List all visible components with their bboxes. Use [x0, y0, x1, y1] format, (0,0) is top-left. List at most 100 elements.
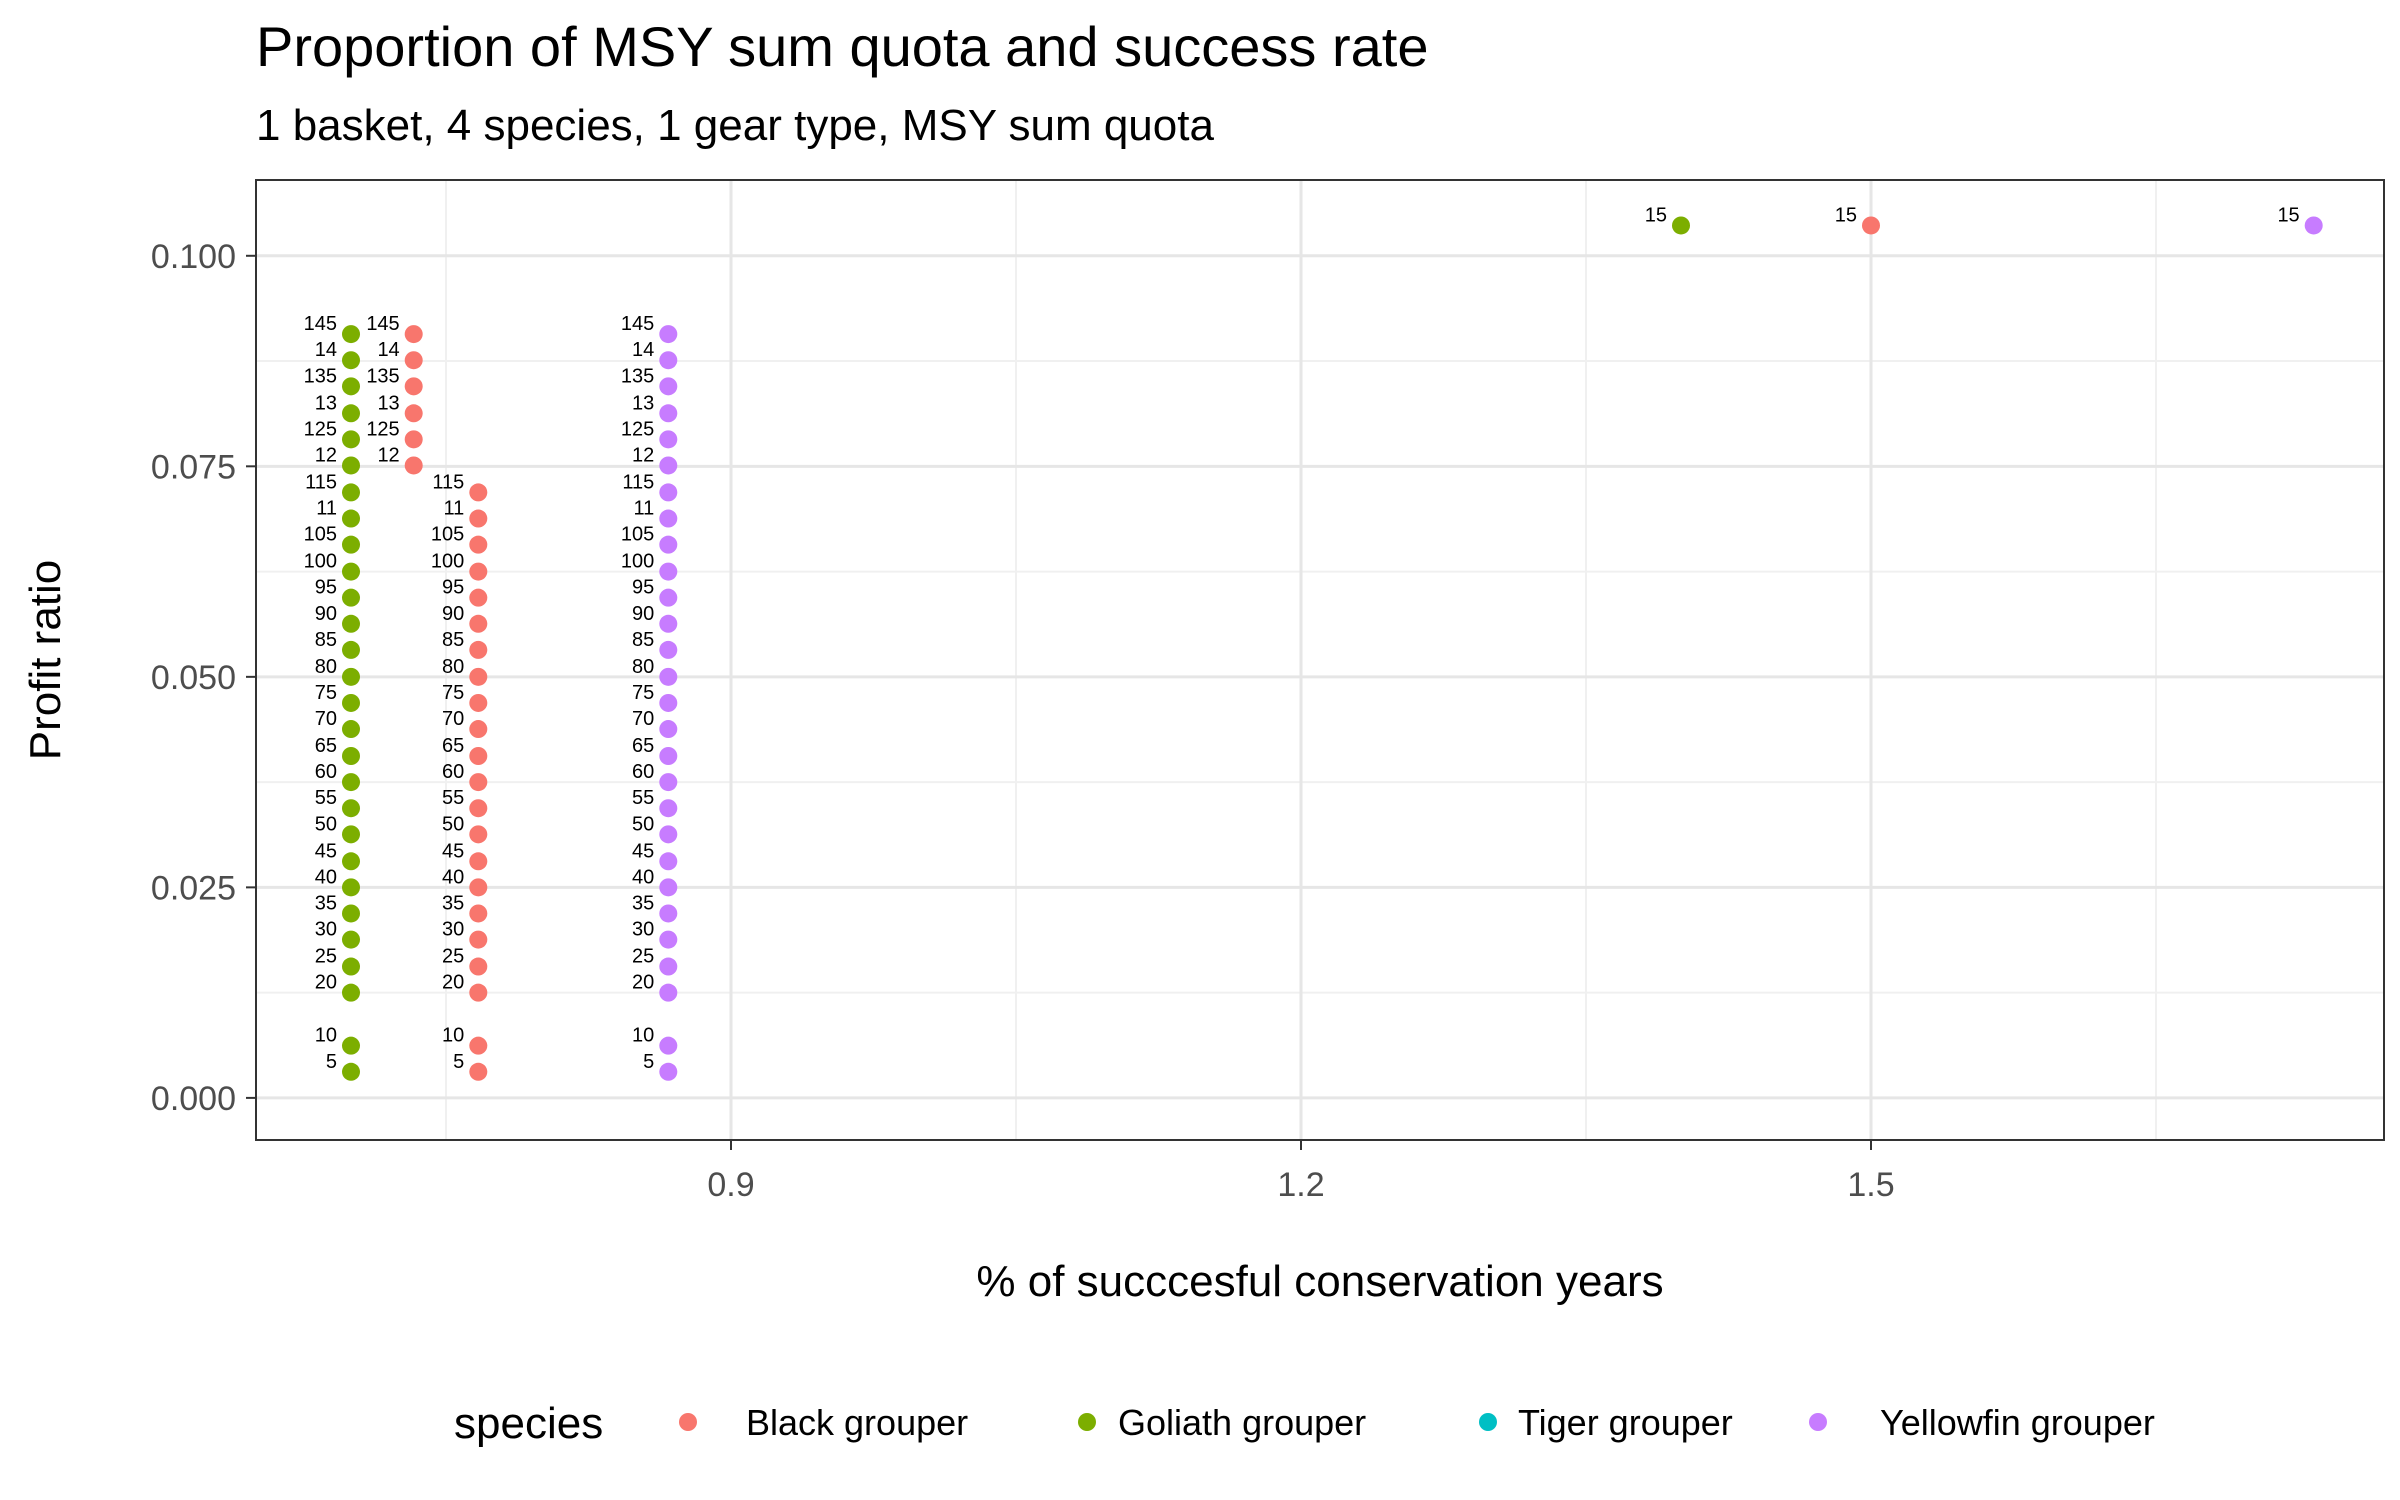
chart-subtitle: 1 basket, 4 species, 1 gear type, MSY su…	[256, 101, 1214, 150]
data-label: 80	[442, 656, 464, 678]
data-point	[342, 430, 360, 449]
plot-panel	[255, 179, 2385, 1141]
data-label: 50	[315, 813, 337, 835]
data-label: 60	[632, 761, 654, 783]
data-point	[469, 878, 488, 897]
data-label: 95	[315, 577, 337, 599]
data-point	[342, 720, 360, 739]
data-label: 13	[377, 392, 399, 414]
data-label: 70	[442, 708, 464, 730]
data-label: 75	[315, 682, 337, 704]
y-tick-label: 0.075	[151, 448, 236, 486]
data-label: 135	[621, 365, 654, 387]
data-label: 105	[621, 524, 654, 546]
legend-label: Yellowfin grouper	[1880, 1402, 2155, 1443]
x-tick-label: 0.9	[707, 1166, 754, 1204]
data-point	[659, 773, 678, 792]
data-point	[659, 377, 678, 396]
data-point	[404, 377, 423, 396]
data-point	[404, 325, 423, 344]
data-label: 145	[621, 313, 654, 335]
data-point	[404, 430, 423, 449]
data-label: 55	[632, 787, 654, 809]
data-point	[404, 456, 423, 475]
data-label: 115	[305, 471, 337, 493]
legend-label: Black grouper	[746, 1402, 968, 1443]
data-label: 60	[442, 761, 464, 783]
data-label: 35	[442, 892, 464, 914]
data-label: 5	[643, 1051, 654, 1073]
data-point	[342, 1062, 360, 1081]
data-label: 12	[632, 444, 654, 466]
data-label: 11	[634, 498, 655, 520]
data-point	[342, 773, 360, 792]
data-point	[659, 720, 678, 739]
data-point	[342, 483, 360, 502]
legend-key	[679, 1413, 697, 1431]
data-point	[342, 878, 360, 897]
data-point	[342, 588, 360, 607]
data-point	[469, 983, 488, 1002]
data-point	[342, 404, 360, 423]
data-point	[342, 957, 360, 976]
data-point	[469, 825, 488, 844]
legend-key	[1078, 1413, 1096, 1431]
data-point	[469, 535, 488, 554]
data-label: 45	[632, 840, 654, 862]
data-label: 14	[632, 339, 654, 361]
legend-label: Goliath grouper	[1118, 1402, 1366, 1443]
data-label: 15	[1835, 204, 1857, 226]
data-point	[342, 930, 360, 949]
grid-major	[256, 180, 2384, 1140]
data-point	[342, 1036, 360, 1055]
data-label: 70	[632, 708, 654, 730]
data-label: 65	[632, 735, 654, 757]
data-label: 105	[431, 524, 464, 546]
data-label: 5	[453, 1051, 464, 1073]
data-label: 25	[442, 946, 464, 968]
data-point	[659, 1036, 678, 1055]
data-point	[342, 456, 360, 475]
data-label: 30	[315, 919, 337, 941]
x-tick-label: 1.5	[1847, 1166, 1894, 1204]
data-label: 100	[621, 551, 654, 573]
data-label: 40	[442, 866, 464, 888]
data-label: 95	[632, 577, 654, 599]
chart-title: Proportion of MSY sum quota and success …	[256, 15, 1428, 78]
data-point	[659, 930, 678, 949]
data-label: 10	[442, 1025, 464, 1047]
data-label: 75	[442, 682, 464, 704]
data-label: 13	[315, 392, 337, 414]
data-label: 115	[432, 471, 464, 493]
data-point	[1862, 216, 1880, 235]
data-label: 45	[442, 840, 464, 862]
legend-title: species	[454, 1399, 603, 1448]
data-point	[342, 325, 360, 344]
y-tick-label: 0.025	[151, 869, 236, 907]
data-label: 50	[632, 813, 654, 835]
data-labels: 5102025303540455055606570758085909510010…	[304, 204, 2300, 1072]
data-point	[342, 983, 360, 1002]
data-label: 100	[304, 551, 337, 573]
data-label: 10	[632, 1025, 654, 1047]
data-label: 40	[315, 866, 337, 888]
y-tick-label: 0.050	[151, 659, 236, 697]
data-label: 14	[377, 339, 399, 361]
data-point	[659, 614, 678, 633]
data-point	[469, 957, 488, 976]
data-point	[659, 351, 678, 370]
data-point	[659, 799, 678, 818]
data-label: 12	[377, 444, 399, 466]
legend-key	[1479, 1413, 1497, 1431]
data-label: 10	[315, 1025, 337, 1047]
y-tick-label: 0.000	[151, 1080, 236, 1118]
data-label: 15	[2277, 204, 2299, 226]
data-point	[469, 640, 488, 659]
data-point	[404, 404, 423, 423]
data-point	[404, 351, 423, 370]
data-point	[659, 1062, 678, 1081]
data-label: 35	[315, 892, 337, 914]
data-label: 75	[632, 682, 654, 704]
data-point	[659, 325, 678, 344]
data-label: 70	[315, 708, 337, 730]
